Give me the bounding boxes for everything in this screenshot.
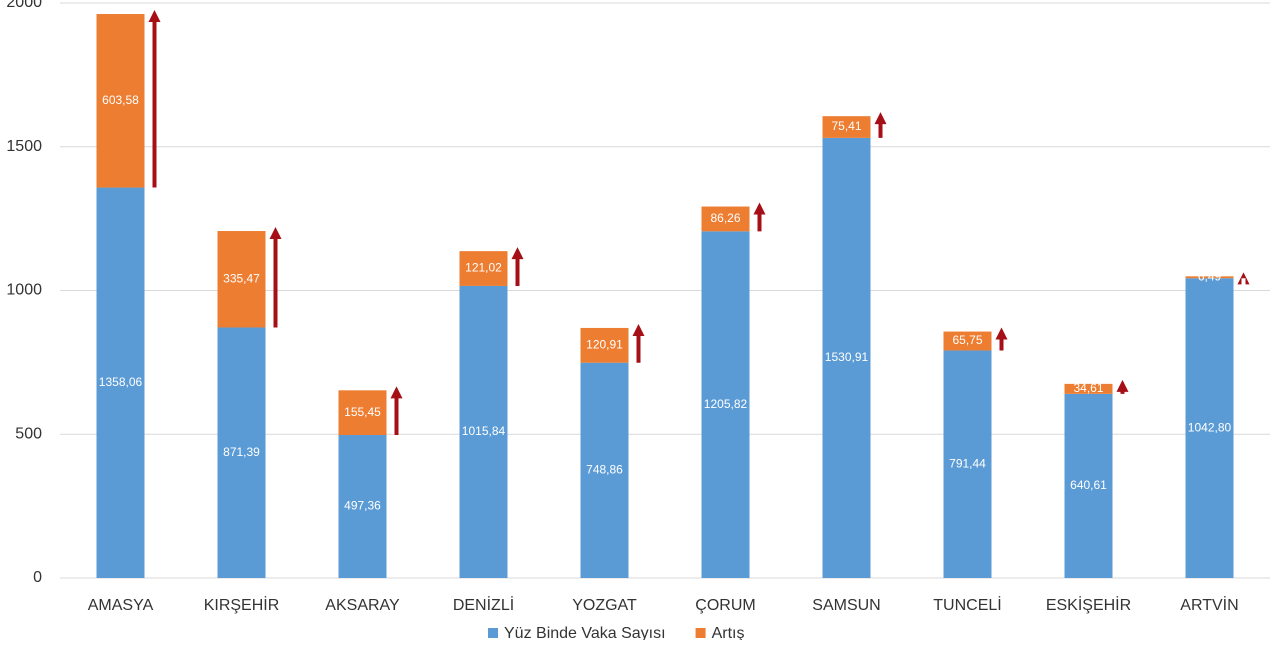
increase-arrow <box>269 227 282 328</box>
increase-arrow <box>1237 272 1250 285</box>
increase-arrow <box>632 323 645 363</box>
y-tick-label: 1000 <box>6 282 42 299</box>
increase-arrow <box>148 10 161 188</box>
bar-segment <box>1064 383 1113 394</box>
bar-segment <box>701 231 750 578</box>
value-label: 65,75 <box>952 333 982 347</box>
bar-segment <box>96 187 145 579</box>
legend-swatch <box>695 628 706 638</box>
y-tick-label: 0 <box>33 569 42 586</box>
x-tick-label: DENİZLİ <box>453 595 514 614</box>
value-label: 75,41 <box>831 119 861 133</box>
bar-segment <box>1064 393 1113 578</box>
value-label: 1042,80 <box>1188 420 1232 434</box>
increase-arrow <box>995 327 1008 351</box>
y-tick-label: 2000 <box>6 0 42 11</box>
x-tick-label: KIRŞEHİR <box>204 595 280 614</box>
bar-segment <box>822 116 871 138</box>
x-tick-label: AKSARAY <box>325 597 400 614</box>
x-tick-label: TUNCELİ <box>933 595 1001 614</box>
bar-segment <box>822 137 871 578</box>
increase-arrow <box>874 112 887 138</box>
bar-segment <box>943 331 992 351</box>
y-tick-label: 500 <box>15 425 42 442</box>
bar-segment <box>217 231 266 328</box>
value-label: 86,26 <box>710 211 740 225</box>
x-tick-label: ÇORUM <box>695 597 755 614</box>
bar-segment <box>1185 278 1234 578</box>
value-label: 335,47 <box>223 271 260 285</box>
value-label: 871,39 <box>223 445 260 459</box>
bar-segment <box>459 251 508 286</box>
bar-segment <box>96 14 145 188</box>
value-label: 6,49 <box>1198 269 1222 283</box>
bar-segment <box>338 435 387 578</box>
value-label: 497,36 <box>344 499 381 513</box>
value-label: 748,86 <box>586 463 623 477</box>
increase-arrow <box>390 386 403 436</box>
value-label: 1358,06 <box>99 375 143 389</box>
x-tick-label: ESKİŞEHİR <box>1046 595 1131 614</box>
bar-segment <box>580 362 629 578</box>
value-label: 640,61 <box>1070 478 1107 492</box>
bar-segment <box>217 327 266 578</box>
value-label: 1530,91 <box>825 350 869 364</box>
x-tick-label: AMASYA <box>88 597 154 614</box>
x-tick-label: YOZGAT <box>572 597 637 614</box>
x-tick-label: ARTVİN <box>1180 595 1238 614</box>
value-label: 121,02 <box>465 261 502 275</box>
increase-arrow <box>511 247 524 286</box>
bar-segment <box>943 350 992 578</box>
legend-label: Artış <box>712 625 745 640</box>
value-label: 1205,82 <box>704 397 748 411</box>
value-label: 603,58 <box>102 93 139 107</box>
y-tick-label: 1500 <box>6 138 42 155</box>
x-tick-label: SAMSUN <box>812 597 880 614</box>
increase-arrow <box>753 202 766 232</box>
legend-label: Yüz Binde Vaka Sayısı <box>504 625 666 640</box>
value-label: 34,61 <box>1073 381 1103 395</box>
bar-segment <box>338 390 387 436</box>
bar-segment <box>701 206 750 232</box>
value-label: 120,91 <box>586 337 623 351</box>
value-label: 791,44 <box>949 456 986 470</box>
increase-arrow <box>1116 379 1129 394</box>
bar-segment <box>459 285 508 578</box>
bar-segment <box>580 327 629 363</box>
value-label: 1015,84 <box>462 424 506 438</box>
bar-segment <box>1185 276 1234 279</box>
value-label: 155,45 <box>344 405 381 419</box>
legend-swatch <box>488 628 498 638</box>
